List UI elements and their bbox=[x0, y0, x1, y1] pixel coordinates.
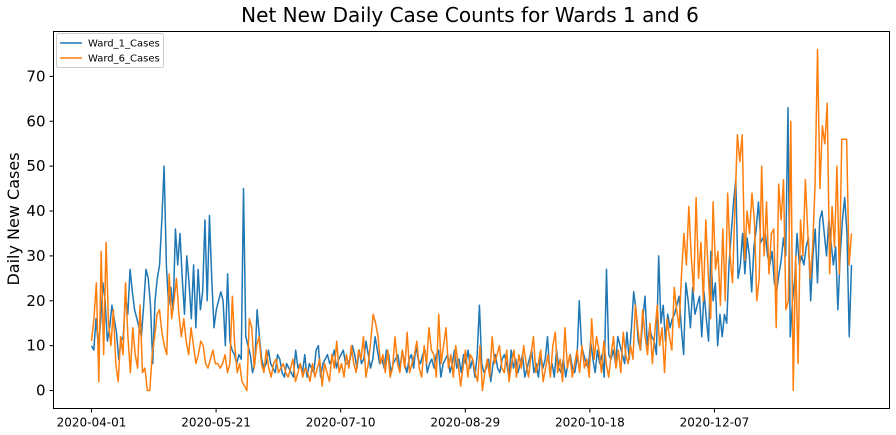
y-axis: 0 10 20 30 40 50 60 70 bbox=[26, 67, 54, 400]
y-tick-label: 40 bbox=[26, 202, 45, 220]
y-tick-label: 20 bbox=[26, 292, 45, 310]
series-line-ward-1-cases bbox=[90, 107, 853, 383]
legend-label-ward-6: Ward_6_Cases bbox=[88, 54, 160, 65]
x-tick-label: 2020-10-18 bbox=[555, 416, 625, 430]
legend-box bbox=[56, 33, 164, 68]
y-tick-label: 60 bbox=[26, 112, 45, 130]
y-axis-label: Daily New Cases bbox=[4, 152, 23, 285]
legend-label-ward-1: Ward_1_Cases bbox=[88, 39, 160, 50]
x-tick-label: 2020-05-21 bbox=[181, 416, 251, 430]
series-line-ward-6-cases bbox=[90, 48, 853, 392]
y-tick-label: 10 bbox=[26, 337, 45, 355]
x-tick-label: 2020-08-29 bbox=[430, 416, 500, 430]
y-tick-label: 30 bbox=[26, 247, 45, 265]
x-tick-label: 2020-12-07 bbox=[680, 416, 750, 430]
y-tick-label: 70 bbox=[26, 67, 45, 85]
y-tick-label: 0 bbox=[36, 382, 46, 400]
x-tick-label: 2020-04-01 bbox=[57, 416, 127, 430]
x-axis: 2020-04-01 2020-05-21 2020-07-10 2020-08-29… bbox=[57, 408, 750, 430]
y-tick-label: 50 bbox=[26, 157, 45, 175]
plot-area bbox=[90, 48, 853, 392]
plot-frame bbox=[53, 31, 890, 409]
chart-title: Net New Daily Case Counts for Wards 1 an… bbox=[241, 3, 699, 27]
legend: Ward_1_Cases Ward_6_Cases bbox=[56, 33, 164, 68]
x-tick-label: 2020-07-10 bbox=[306, 416, 376, 430]
